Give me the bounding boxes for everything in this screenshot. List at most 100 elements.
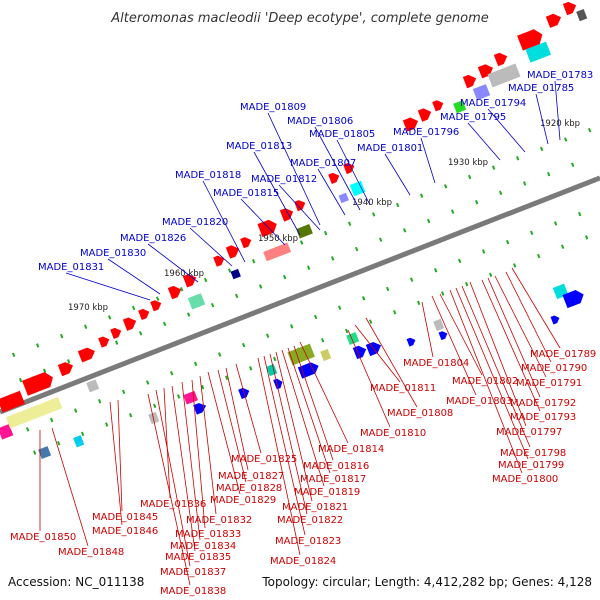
gene-feature — [287, 343, 315, 366]
gene-label-lower: MADE_01835 — [165, 552, 231, 563]
gene-label-lower: MADE_01816 — [303, 461, 369, 472]
gene-label-lower: MADE_01828 — [216, 483, 282, 494]
gene-label-lower: MADE_01838 — [160, 586, 226, 597]
leader-line — [420, 137, 436, 184]
gene-arrow — [297, 362, 319, 379]
tick-mark — [392, 310, 397, 315]
leader-line — [225, 367, 249, 471]
tick-mark — [74, 408, 78, 413]
tick-mark — [242, 342, 246, 348]
gene-feature — [320, 348, 332, 362]
tick-mark — [252, 258, 256, 264]
gene-label-lower: MADE_01825 — [231, 454, 297, 465]
gene-arrow — [545, 13, 562, 28]
tick-mark — [403, 228, 407, 233]
tick-mark — [153, 403, 157, 409]
gene-label-lower: MADE_01811 — [370, 383, 436, 394]
tick-mark — [115, 340, 119, 345]
leader-line — [109, 401, 123, 526]
gene-feature — [294, 200, 306, 212]
gene-label-upper: MADE_01785 — [508, 83, 574, 94]
label-leaders — [39, 80, 561, 586]
leader-line — [287, 347, 331, 474]
gene-box — [0, 424, 14, 440]
gene-feature — [525, 41, 552, 63]
tick-mark — [396, 202, 400, 208]
map-title: Alteromonas macleodii 'Deep ecotype', co… — [110, 11, 488, 26]
leader-line — [461, 285, 531, 448]
tick-mark — [300, 240, 304, 245]
gene-box — [187, 293, 206, 310]
tick-mark — [561, 244, 565, 249]
gene-box — [183, 390, 198, 405]
kbp-label-4: 1960 kbp — [164, 269, 204, 279]
gene-box — [38, 446, 52, 460]
gene-feature — [110, 327, 122, 339]
tick-mark — [218, 352, 222, 357]
gene-arrow — [150, 300, 162, 312]
leader-line — [469, 281, 527, 427]
tick-mark — [179, 287, 184, 292]
tick-mark — [59, 333, 64, 339]
leader-line — [117, 399, 123, 512]
gene-label-upper: MADE_01806 — [287, 116, 353, 127]
tick-mark — [458, 258, 462, 264]
gene-label-lower: MADE_01827 — [218, 471, 284, 482]
gene-label-upper: MADE_01815 — [213, 188, 279, 199]
gene-label-lower: MADE_01846 — [92, 526, 158, 537]
gene-label-lower: MADE_01821 — [282, 502, 348, 513]
gene-feature — [296, 224, 313, 239]
leader-line — [317, 168, 346, 216]
gene-box — [86, 379, 100, 393]
gene-label-lower: MADE_01817 — [300, 474, 366, 485]
gene-arrow — [240, 237, 252, 249]
leader-line — [365, 317, 418, 408]
gene-arrow — [77, 347, 95, 363]
kbp-label-5: 1970 kbp — [68, 303, 108, 313]
gene-box — [287, 343, 315, 366]
gene-box — [73, 435, 85, 448]
gene-feature — [432, 100, 444, 112]
gene-label-upper: MADE_01805 — [309, 129, 375, 140]
gene-feature — [346, 331, 360, 345]
gene-label-lower: MADE_01832 — [186, 515, 252, 526]
gene-arrow — [273, 378, 283, 390]
leader-line — [263, 355, 306, 536]
gene-feature — [343, 162, 355, 175]
tick-mark — [129, 412, 133, 418]
gene-feature — [86, 379, 100, 393]
leader-line — [235, 363, 262, 454]
tick-mark — [320, 338, 325, 343]
leader-line — [554, 80, 561, 141]
gene-box — [0, 390, 25, 413]
tick-mark — [547, 171, 551, 177]
gene-feature — [273, 378, 283, 390]
leader-line — [199, 375, 217, 515]
leader-line — [281, 349, 325, 487]
gene-label-upper: MADE_01813 — [226, 141, 292, 152]
gene-feature — [517, 29, 543, 51]
leader-line — [535, 93, 549, 145]
gene-label-upper: MADE_01796 — [393, 127, 459, 138]
leader-line — [240, 198, 286, 246]
leader-line — [147, 243, 199, 283]
tick-mark — [468, 174, 472, 180]
gene-label-lower: MADE_01789 — [530, 349, 596, 360]
gene-feature — [138, 308, 150, 321]
tick-mark — [588, 127, 592, 133]
gene-label-lower: MADE_01810 — [360, 428, 426, 439]
tick-mark — [441, 291, 445, 296]
gene-arrow — [438, 331, 448, 341]
gene-label-upper: MADE_01830 — [80, 248, 146, 259]
gene-label-lower: MADE_01823 — [275, 536, 341, 547]
gene-arrow — [167, 285, 182, 300]
gene-box — [230, 268, 241, 280]
gene-feature — [462, 74, 477, 89]
gene-label-upper: MADE_01801 — [357, 143, 423, 154]
gene-label-upper: MADE_01812 — [251, 174, 317, 185]
leader-line — [455, 287, 529, 460]
gene-labels: MADE_01783 MADE_01785 MADE_01794 MADE_01795… — [10, 70, 596, 597]
gene-label-lower: MADE_01836 — [140, 499, 206, 510]
kbp-label-1: 1930 kbp — [448, 158, 488, 168]
tick-mark — [347, 221, 352, 227]
